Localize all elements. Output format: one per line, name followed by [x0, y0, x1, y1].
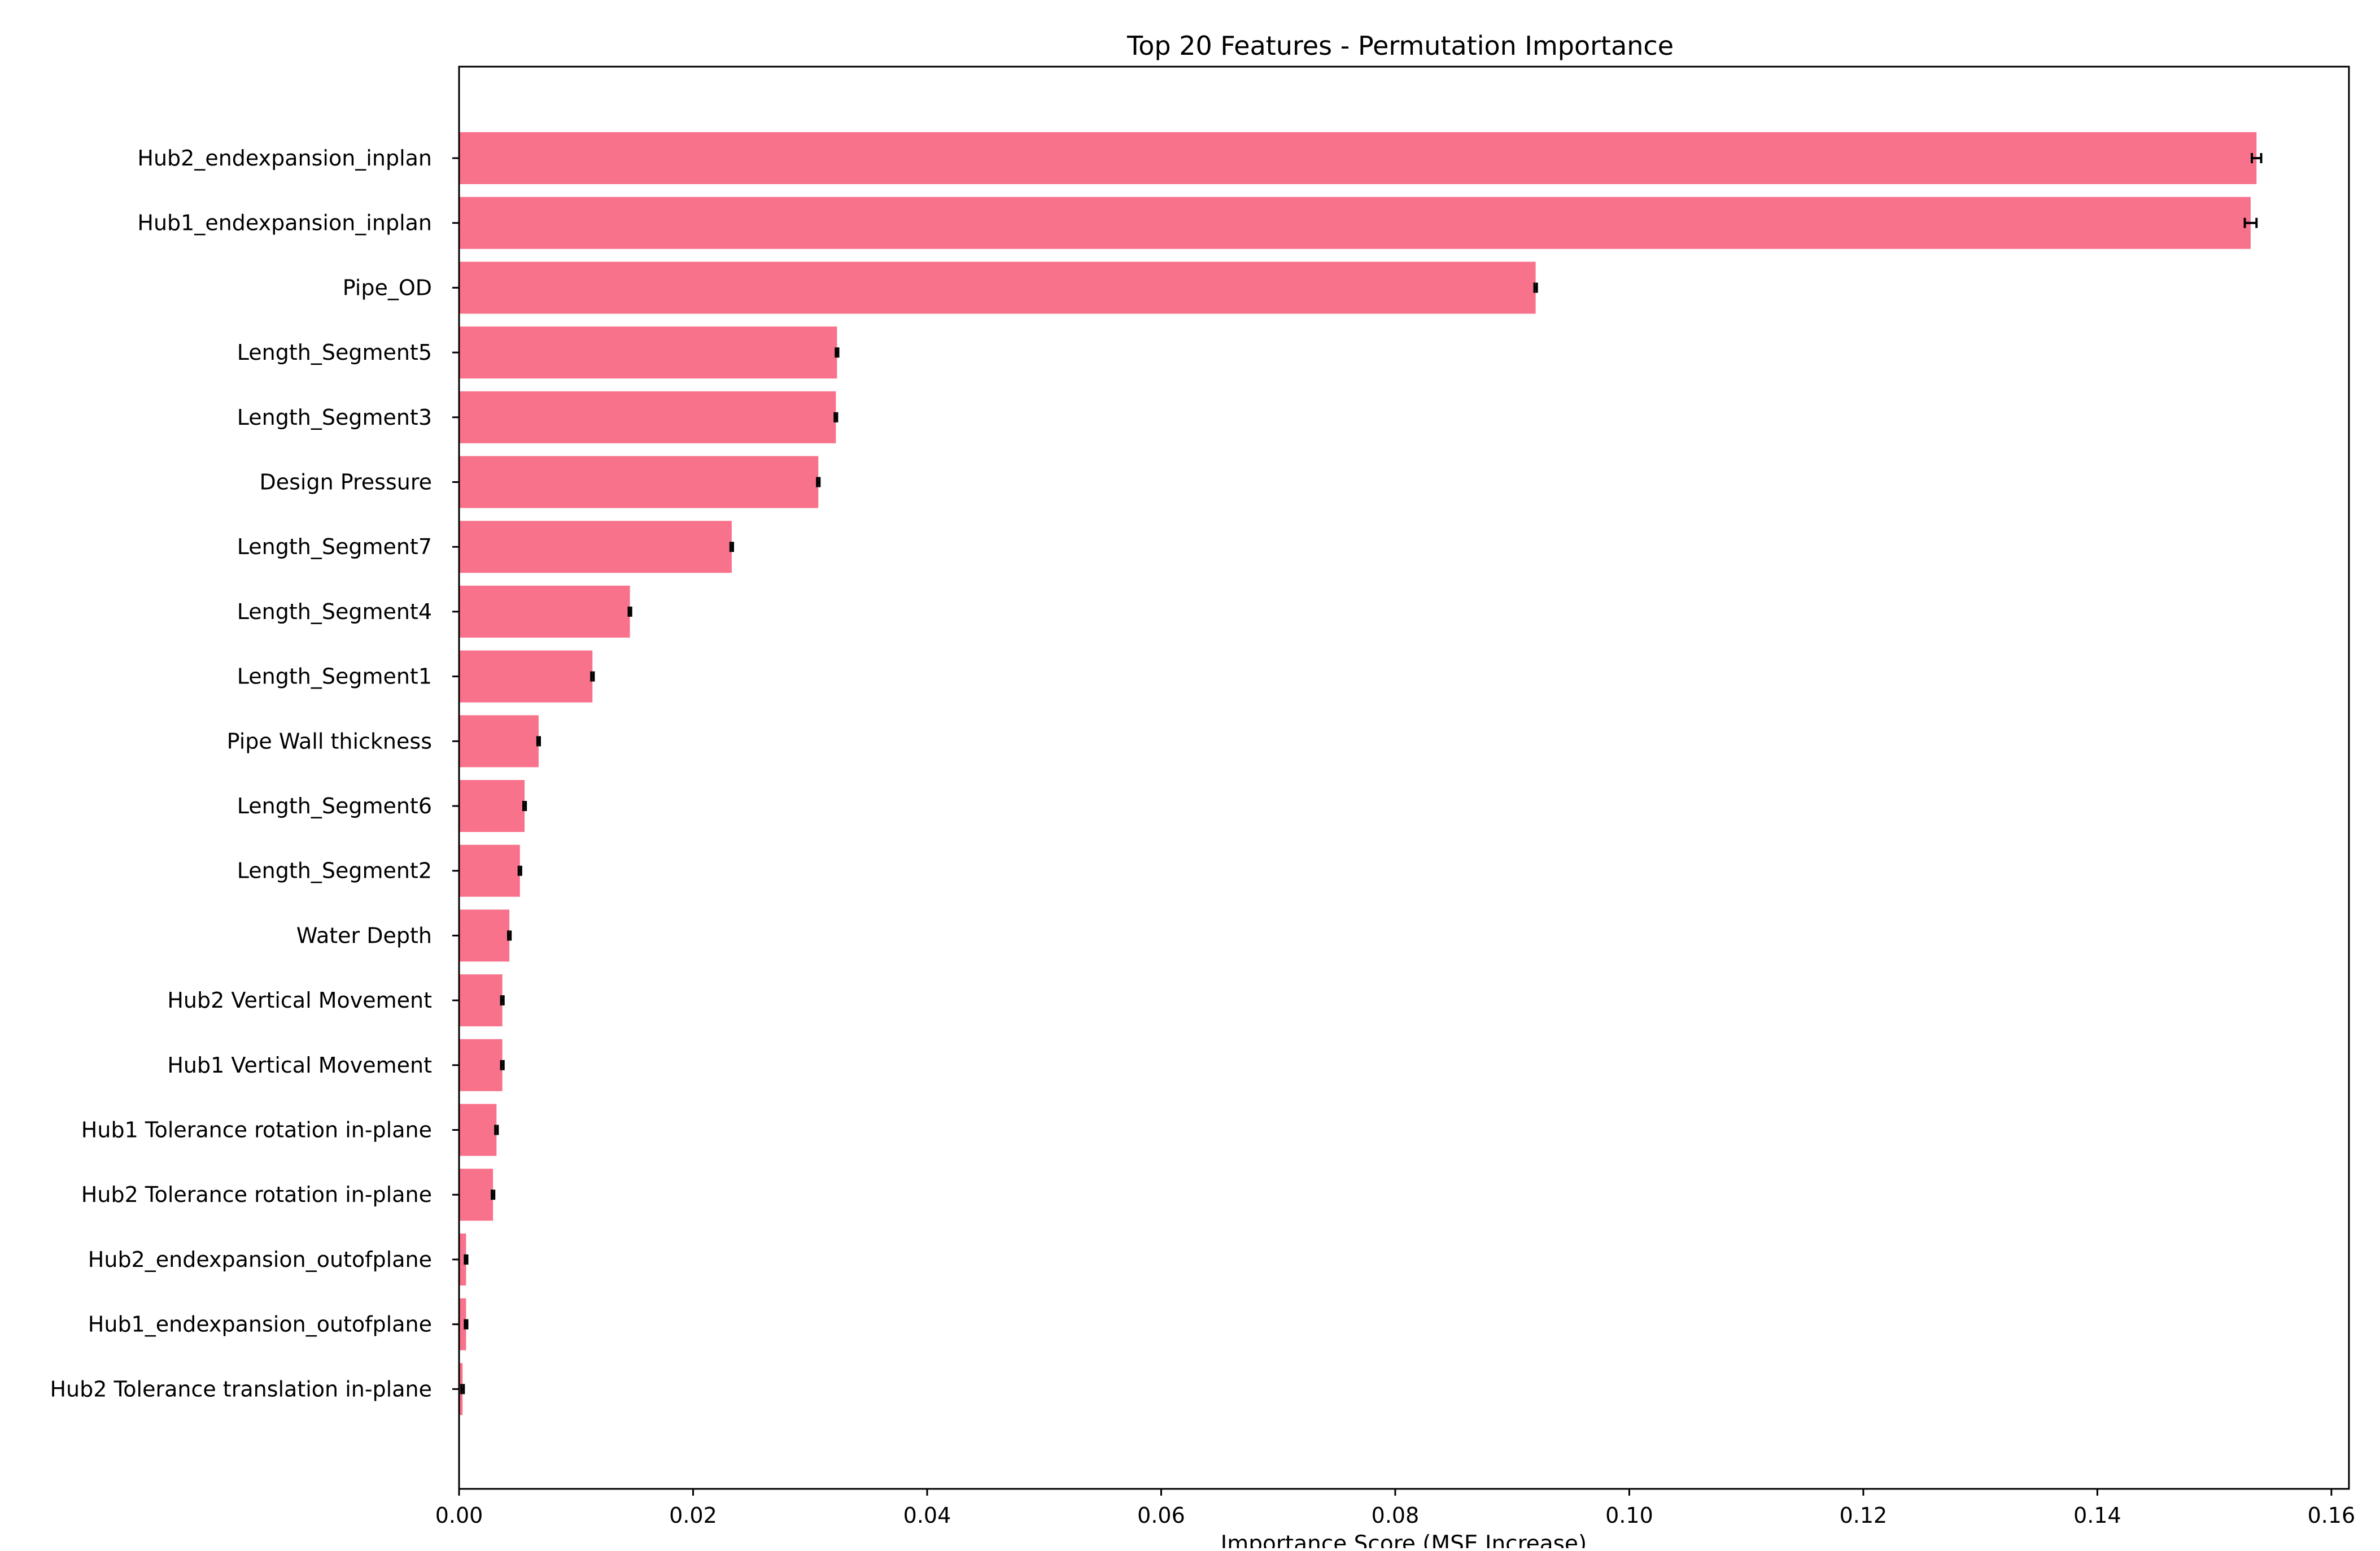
x-tick-label: 0.16: [2308, 1503, 2356, 1528]
error-bar: [491, 1190, 496, 1200]
bar: [459, 844, 520, 897]
error-bars-group: [460, 153, 2263, 1395]
bar: [459, 1233, 466, 1286]
y-tick-label: Hub2 Tolerance rotation in-plane: [81, 1182, 432, 1207]
error-bar: [1533, 282, 1538, 293]
y-tick-label: Length_Segment5: [237, 340, 432, 365]
y-tick-label: Pipe Wall thickness: [227, 729, 432, 753]
x-axis-title: Importance Score (MSE Increase): [1221, 1531, 1587, 1548]
x-tick-label: 0.06: [1137, 1503, 1185, 1528]
bar: [459, 391, 836, 443]
y-tick-label: Length_Segment6: [237, 794, 432, 818]
x-tick-label: 0.08: [1372, 1503, 1420, 1528]
bar: [459, 456, 819, 508]
bar: [459, 585, 630, 638]
y-tick-label: Hub1_endexpansion_inplan: [137, 211, 432, 236]
error-bar: [835, 347, 840, 358]
y-tick-label: Length_Segment3: [237, 405, 432, 430]
y-tick-label: Hub2_endexpansion_inplan: [137, 146, 432, 171]
bar: [459, 650, 593, 703]
bar: [459, 262, 1536, 314]
bar: [459, 1104, 497, 1156]
error-bar: [507, 930, 512, 941]
y-tick-label: Design Pressure: [259, 470, 432, 495]
error-bar: [522, 801, 527, 811]
chart-title: Top 20 Features - Permutation Importance: [1126, 31, 1674, 61]
x-tick-label: 0.10: [1605, 1503, 1653, 1528]
y-tick-label: Hub1 Tolerance rotation in-plane: [81, 1118, 432, 1143]
error-bar: [816, 477, 821, 487]
y-tick-label: Hub1_endexpansion_outofplane: [88, 1312, 432, 1337]
error-bar: [517, 865, 522, 876]
error-bar: [500, 995, 505, 1006]
y-tick-label: Hub2 Tolerance translation in-plane: [50, 1376, 432, 1401]
error-bar: [500, 1060, 505, 1070]
y-tick-label: Length_Segment4: [237, 599, 432, 624]
bar: [459, 1169, 494, 1221]
y-tick-label: Length_Segment7: [237, 534, 432, 559]
error-bar: [833, 412, 839, 422]
bar: [459, 1039, 503, 1091]
bar: [459, 715, 539, 768]
bar: [459, 974, 503, 1027]
y-tick-label: Hub1 Vertical Movement: [167, 1053, 432, 1078]
y-tick-label: Hub2 Vertical Movement: [167, 988, 432, 1013]
error-bar: [536, 736, 541, 747]
error-bar: [2250, 153, 2263, 163]
bar: [459, 1298, 466, 1350]
y-tick-label: Water Depth: [296, 923, 432, 948]
x-axis-ticks: 0.00 0.02 0.04 0.06 0.08 0.10 0.12 0.14 0.16: [435, 1489, 2356, 1528]
plot-area-frame: [458, 66, 2350, 1490]
x-tick-label: 0.02: [669, 1503, 717, 1528]
error-bar: [2243, 217, 2258, 228]
error-bar: [494, 1125, 499, 1135]
error-bar: [464, 1254, 469, 1265]
y-tick-label: Length_Segment1: [237, 664, 432, 689]
error-bar: [590, 671, 595, 682]
error-bar: [627, 606, 632, 617]
bar: [459, 521, 732, 573]
bar: [459, 197, 2251, 249]
x-tick-label: 0.00: [435, 1503, 483, 1528]
bar: [459, 132, 2257, 184]
x-tick-label: 0.12: [1840, 1503, 1888, 1528]
y-tick-label: Length_Segment2: [237, 859, 432, 883]
bar: [459, 909, 510, 962]
y-tick-label: Pipe_OD: [343, 275, 432, 300]
y-tick-label: Hub2_endexpansion_outofplane: [88, 1247, 432, 1272]
bar: [459, 326, 837, 379]
error-bar: [729, 542, 734, 552]
y-axis-ticks: Hub2_endexpansion_inplan Hub1_endexpansio…: [50, 146, 459, 1401]
bars-group: [459, 132, 2257, 1415]
error-bar: [464, 1319, 469, 1330]
x-tick-label: 0.14: [2073, 1503, 2121, 1528]
bar: [459, 780, 525, 832]
error-bar: [460, 1384, 465, 1395]
x-tick-label: 0.04: [903, 1503, 951, 1528]
